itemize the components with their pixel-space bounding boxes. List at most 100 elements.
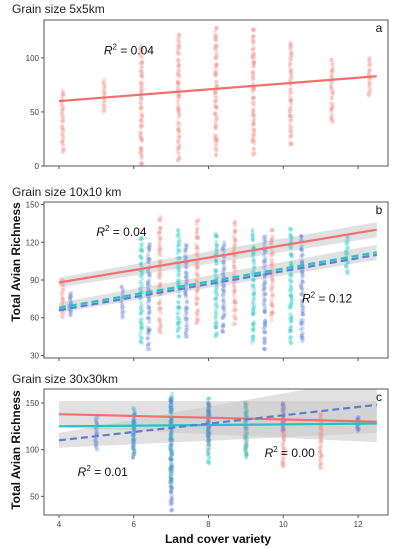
data-point xyxy=(131,433,136,438)
data-point xyxy=(157,235,162,240)
data-point xyxy=(213,143,219,148)
data-point xyxy=(168,499,173,504)
data-point xyxy=(343,248,349,254)
data-point xyxy=(138,118,143,123)
data-point xyxy=(280,425,285,430)
data-point xyxy=(132,426,137,431)
data-point xyxy=(139,105,144,110)
data-point xyxy=(119,296,124,301)
data-point xyxy=(147,257,152,262)
data-point xyxy=(250,253,256,259)
data-point xyxy=(262,306,268,311)
data-point xyxy=(119,311,125,316)
data-point xyxy=(289,116,294,121)
data-point xyxy=(176,42,182,48)
data-point xyxy=(156,285,162,290)
data-point xyxy=(168,447,173,452)
data-point xyxy=(330,104,335,109)
data-point xyxy=(60,311,65,316)
data-point xyxy=(147,307,152,312)
data-point xyxy=(330,72,335,77)
data-point xyxy=(232,304,237,310)
data-point xyxy=(270,310,275,315)
data-point xyxy=(194,296,199,301)
data-point xyxy=(244,438,250,443)
data-point xyxy=(168,419,173,424)
data-point xyxy=(140,161,145,166)
data-point xyxy=(270,293,275,299)
data-point xyxy=(175,328,180,333)
data-point xyxy=(251,292,256,297)
data-point xyxy=(183,313,188,318)
y-tick-label: 0 xyxy=(35,162,40,171)
data-point xyxy=(288,252,293,257)
data-point xyxy=(345,234,350,239)
data-point xyxy=(262,282,267,287)
data-point xyxy=(156,328,162,333)
data-point xyxy=(281,437,286,442)
data-point xyxy=(300,298,305,303)
data-point xyxy=(281,464,286,469)
data-point xyxy=(251,265,256,270)
data-point xyxy=(213,111,218,116)
data-point xyxy=(184,242,189,247)
data-point xyxy=(243,426,248,431)
data-point xyxy=(221,283,226,288)
data-point xyxy=(213,71,219,77)
data-point xyxy=(221,289,226,294)
y-tick-label: 100 xyxy=(26,446,40,455)
data-point xyxy=(214,62,219,68)
data-point xyxy=(176,102,181,108)
data-point xyxy=(222,243,227,248)
data-point xyxy=(263,330,268,335)
data-point xyxy=(205,425,210,430)
data-point xyxy=(212,89,218,95)
data-point xyxy=(157,239,163,244)
data-point xyxy=(139,154,144,159)
data-point xyxy=(59,291,64,296)
data-point xyxy=(317,466,323,471)
data-point xyxy=(138,305,143,310)
data-point xyxy=(147,305,152,310)
data-point xyxy=(251,38,256,44)
data-point xyxy=(176,265,181,270)
data-point xyxy=(176,63,181,68)
data-point xyxy=(101,80,106,85)
data-point xyxy=(61,127,66,133)
data-point xyxy=(139,50,144,55)
data-point xyxy=(251,87,257,92)
data-point xyxy=(281,426,287,432)
data-point xyxy=(214,286,220,291)
data-point xyxy=(232,228,237,233)
data-point xyxy=(158,329,163,334)
data-point xyxy=(231,291,236,296)
data-point xyxy=(289,134,294,139)
data-point xyxy=(176,248,182,253)
data-point xyxy=(147,257,152,262)
data-point xyxy=(60,131,65,137)
y-tick-label: 150 xyxy=(26,399,40,408)
data-point xyxy=(195,226,200,231)
data-point xyxy=(281,450,286,455)
data-point xyxy=(168,418,173,423)
data-point xyxy=(269,277,274,282)
data-point xyxy=(366,62,371,67)
data-point xyxy=(317,448,322,454)
points-red xyxy=(205,400,324,471)
data-point xyxy=(194,273,199,278)
data-point xyxy=(169,480,175,486)
data-point xyxy=(270,277,275,283)
data-point xyxy=(168,468,173,473)
data-point xyxy=(287,46,292,51)
data-point xyxy=(250,311,255,317)
data-point xyxy=(157,320,163,325)
data-point xyxy=(175,278,180,283)
data-point xyxy=(244,440,249,445)
data-point xyxy=(61,284,66,289)
x-axis-label: Land cover variety xyxy=(165,532,271,546)
data-point xyxy=(207,431,212,437)
data-point xyxy=(233,316,238,321)
data-point xyxy=(329,108,334,113)
data-point xyxy=(157,275,162,280)
